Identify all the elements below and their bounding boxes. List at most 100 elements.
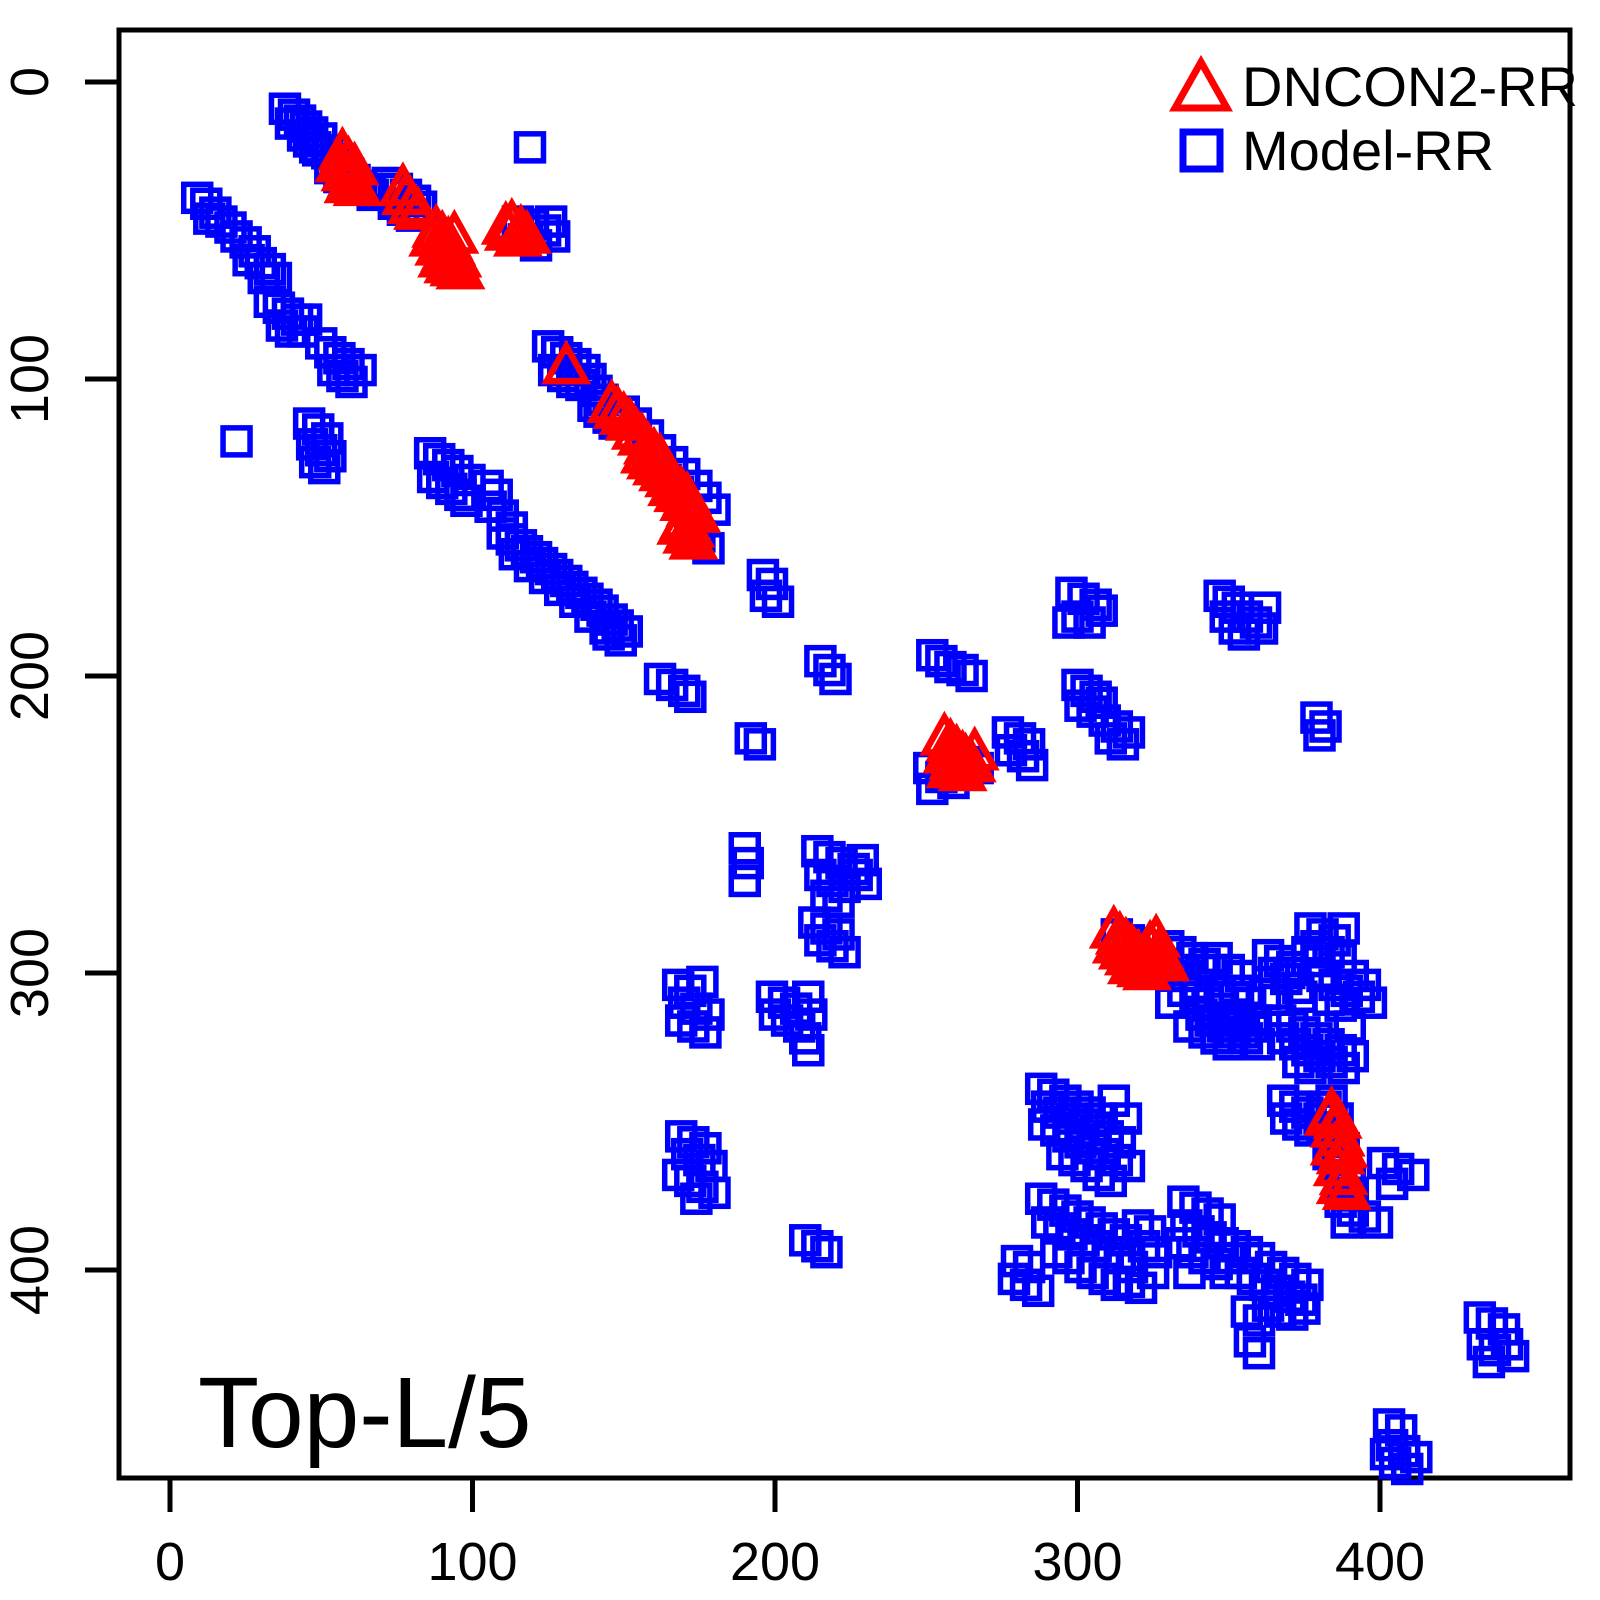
y-axis: 0 100 200 300 400 <box>0 67 119 1315</box>
model-rr-point <box>1300 701 1333 734</box>
y-tick-label: 200 <box>0 631 60 721</box>
model-rr-point <box>1294 1051 1327 1085</box>
model-rr-point <box>761 585 795 618</box>
model-rr-point <box>610 615 644 648</box>
model-rr-point <box>1209 600 1242 633</box>
model-rr-point <box>1248 591 1282 624</box>
model-rr-point <box>1348 968 1382 1002</box>
model-rr-point <box>925 644 958 678</box>
model-rr-point <box>1097 1084 1131 1117</box>
model-rr-point <box>1242 1336 1276 1370</box>
dncon2-rr-point <box>937 746 988 792</box>
model-rr-point <box>828 935 861 969</box>
model-rr-point <box>1242 1028 1276 1061</box>
model-rr-point <box>1106 728 1140 761</box>
dncon2-rr-point <box>1140 936 1191 982</box>
model-rr-point <box>819 662 852 696</box>
model-rr-point <box>534 205 568 238</box>
plot-area-border <box>116 27 1573 1481</box>
x-tick-label: 200 <box>730 1532 820 1592</box>
model-rr-point <box>1227 618 1261 651</box>
model-rr-point <box>1375 1167 1409 1201</box>
model-rr-point <box>1085 594 1118 627</box>
x-tick-label: 300 <box>1032 1532 1122 1592</box>
model-rr-point <box>1085 686 1118 719</box>
model-rr-point <box>997 1262 1031 1296</box>
model-rr-point <box>734 722 768 755</box>
legend-label-model: Model-RR <box>1242 119 1494 182</box>
dncon2-rr-point <box>492 211 543 257</box>
x-axis: 0 100 200 300 400 <box>155 1478 1425 1592</box>
x-tick-label: 400 <box>1335 1532 1425 1592</box>
model-rr-point <box>326 359 359 393</box>
model-rr-point <box>689 1016 722 1049</box>
model-rr-point <box>1015 748 1049 782</box>
dncon2-rr-point <box>1318 1123 1369 1169</box>
dncon2-rr-series <box>314 125 1372 1211</box>
model-rr-point <box>1139 1235 1173 1269</box>
model-rr-point <box>810 1235 843 1269</box>
model-rr-point <box>792 1033 825 1067</box>
dncon2-rr-point <box>1106 939 1157 985</box>
model-rr-point <box>743 728 777 761</box>
legend-label-dncon2: DNCON2-RR <box>1242 55 1578 118</box>
plot-title: Top-L/5 <box>198 1357 532 1469</box>
x-tick-label: 100 <box>427 1532 517 1592</box>
dncon2-rr-point <box>1122 945 1173 991</box>
model-rr-point <box>1472 1345 1506 1379</box>
model-rr-point <box>253 252 287 286</box>
model-rr-point <box>1354 986 1388 1019</box>
model-rr-point <box>849 867 882 901</box>
legend-square-icon <box>1179 128 1224 173</box>
model-rr-point <box>731 846 765 880</box>
model-rr-point <box>801 1229 834 1263</box>
model-rr-point <box>1006 739 1040 773</box>
model-rr-point <box>946 653 979 687</box>
y-tick-label: 0 <box>0 67 60 97</box>
model-rr-point <box>1288 1292 1321 1325</box>
model-rr-point <box>728 864 761 898</box>
dncon2-rr-point <box>426 220 477 266</box>
dncon2-rr-point <box>332 161 383 207</box>
x-tick-label: 0 <box>155 1532 185 1592</box>
y-tick-label: 400 <box>0 1225 60 1315</box>
dncon2-rr-point <box>314 137 365 183</box>
model-rr-point <box>1212 1241 1245 1275</box>
model-rr-point <box>1052 606 1085 639</box>
model-rr-point <box>1245 612 1279 645</box>
model-rr-point <box>1303 719 1336 752</box>
model-rr-point <box>220 425 253 458</box>
model-rr-point <box>1496 1339 1530 1373</box>
model-rr-point <box>680 1182 713 1215</box>
model-rr-point <box>1133 1215 1167 1248</box>
model-rr-point <box>668 674 701 708</box>
model-rr-point <box>1236 1010 1270 1043</box>
model-rr-point <box>1397 1158 1430 1192</box>
model-rr-point <box>698 1176 731 1210</box>
legend: DNCON2-RR Model-RR <box>1169 54 1578 182</box>
legend-triangle-icon <box>1169 54 1233 112</box>
model-rr-point <box>846 843 879 877</box>
model-rr-point <box>813 653 846 687</box>
model-rr-point <box>513 131 547 164</box>
dncon2-rr-point <box>1303 1090 1354 1136</box>
model-rr-point <box>1336 1039 1370 1073</box>
dncon2-rr-point <box>949 725 1000 771</box>
model-rr-point <box>1400 1440 1433 1474</box>
model-rr-point <box>1327 912 1360 945</box>
model-rr-series <box>180 92 1530 1486</box>
model-rr-point <box>1360 1206 1394 1239</box>
dncon2-rr-point <box>541 339 592 385</box>
model-rr-point <box>1136 1256 1170 1290</box>
y-tick-label: 300 <box>0 928 60 1018</box>
model-rr-point <box>592 618 625 651</box>
model-rr-point <box>795 998 828 1031</box>
model-rr-point <box>1094 1164 1128 1198</box>
dncon2-rr-point <box>393 185 444 230</box>
model-rr-point <box>344 353 377 387</box>
dncon2-rr-point <box>656 499 707 545</box>
model-rr-point <box>1369 1437 1403 1471</box>
y-tick-label: 100 <box>0 334 60 424</box>
